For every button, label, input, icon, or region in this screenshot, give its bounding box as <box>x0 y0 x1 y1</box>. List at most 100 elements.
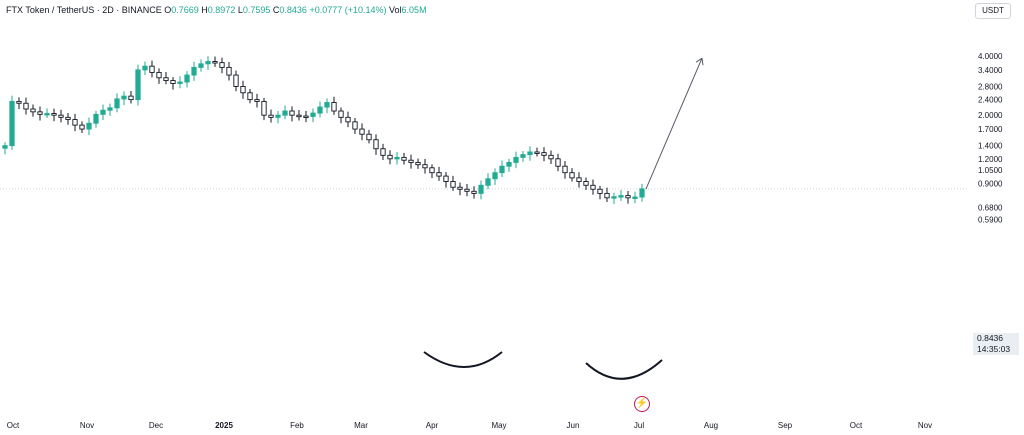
x-tick-label: Nov <box>918 421 932 430</box>
candle <box>464 188 470 192</box>
candle <box>415 161 421 166</box>
candle <box>380 148 386 156</box>
candle <box>128 95 134 101</box>
candle <box>352 121 358 130</box>
x-tick-label: May <box>491 421 506 430</box>
y-tick-label: 3.4000 <box>978 66 1003 75</box>
candle <box>492 172 498 180</box>
candle <box>296 114 302 118</box>
y-axis[interactable]: 4.0000 3.4000 2.8000 2.4000 2.0000 1.7000 1.40… <box>978 52 1003 224</box>
candle <box>226 66 232 76</box>
currency-button[interactable]: USDT <box>975 3 1011 19</box>
x-tick-label: 2025 <box>215 421 233 430</box>
candle <box>233 74 239 87</box>
symbol-header: FTX Token / TetherUS · 2D · BINANCE O0.7… <box>6 5 427 15</box>
x-tick-label: Dec <box>149 421 163 430</box>
volume-value: 6.05M <box>401 5 427 15</box>
y-tick-label: 1.7000 <box>978 125 1003 134</box>
candle <box>401 156 407 161</box>
candle <box>23 102 29 110</box>
x-tick-label: Sep <box>778 421 793 430</box>
candle <box>2 145 8 149</box>
candle <box>261 100 267 116</box>
bottom-arc-1 <box>423 351 503 368</box>
candle <box>555 158 561 167</box>
volume-label: Vol <box>389 5 402 15</box>
candle <box>86 122 92 130</box>
x-tick-label: Aug <box>704 421 718 430</box>
price-badge: 0.8436 14:35:03 <box>973 333 1019 355</box>
candle <box>359 128 365 135</box>
candle <box>436 172 442 177</box>
projection-arrow <box>645 57 703 190</box>
candle <box>282 110 288 116</box>
candle <box>604 192 610 199</box>
change-value: +0.0777 (+10.14%) <box>309 5 387 15</box>
candle <box>212 61 218 64</box>
candle <box>219 62 225 68</box>
x-tick-label: Mar <box>354 421 368 430</box>
x-tick-label: Oct <box>850 421 863 430</box>
x-tick-label: Nov <box>80 421 94 430</box>
candle <box>618 195 624 198</box>
low-value: 0.7595 <box>242 5 271 15</box>
open-value: 0.7669 <box>171 5 199 15</box>
low-label: L <box>237 5 243 15</box>
candle <box>184 74 190 83</box>
candle <box>387 154 393 160</box>
candle <box>163 77 169 82</box>
lightning-icon[interactable]: ⚡ <box>634 396 650 412</box>
high-value: 0.8972 <box>207 5 236 15</box>
y-tick-label: 2.4000 <box>978 96 1003 105</box>
candle <box>9 100 15 147</box>
high-label: H <box>201 5 208 15</box>
candle <box>632 196 638 199</box>
candle <box>30 108 36 113</box>
x-tick-label: Feb <box>290 421 304 430</box>
candle <box>58 114 64 118</box>
countdown-label: 14:35:03 <box>973 344 1019 355</box>
candles-layer <box>2 56 645 204</box>
candle <box>576 177 582 182</box>
last-price-label: 0.8436 <box>973 333 1019 344</box>
candle <box>443 175 449 182</box>
x-axis[interactable]: Oct Nov Dec 2025 Feb Mar Apr May Jun Jul Aug Sep Oct… <box>7 421 932 430</box>
candle <box>373 139 379 150</box>
x-tick-label: Jul <box>634 421 644 430</box>
candle <box>331 102 337 112</box>
candle <box>562 165 568 174</box>
candle <box>240 86 246 94</box>
candle <box>121 95 127 100</box>
candle <box>275 114 281 118</box>
bottom-arc-2 <box>585 359 663 380</box>
candle <box>583 181 589 186</box>
candle <box>513 156 519 163</box>
candle <box>114 98 120 109</box>
candle <box>205 61 211 65</box>
candle <box>135 69 141 101</box>
candle <box>289 110 295 116</box>
candle <box>457 186 463 190</box>
candle <box>506 161 512 167</box>
candle <box>37 111 43 115</box>
candle <box>345 116 351 123</box>
candle <box>520 154 526 158</box>
candle <box>478 184 484 194</box>
y-tick-label: 2.8000 <box>978 82 1003 91</box>
candle <box>198 63 204 68</box>
candle <box>639 188 645 198</box>
candle <box>268 114 274 118</box>
candle <box>366 133 372 141</box>
candle <box>107 107 113 111</box>
candle <box>450 181 456 188</box>
candle <box>569 172 575 179</box>
y-tick-label: 0.5900 <box>978 215 1003 224</box>
candle <box>247 92 253 101</box>
candle <box>534 151 540 154</box>
candle <box>597 188 603 194</box>
arrow-head <box>695 57 704 66</box>
candle <box>100 109 106 115</box>
y-tick-label: 1.0500 <box>978 166 1003 175</box>
candle <box>625 195 631 199</box>
